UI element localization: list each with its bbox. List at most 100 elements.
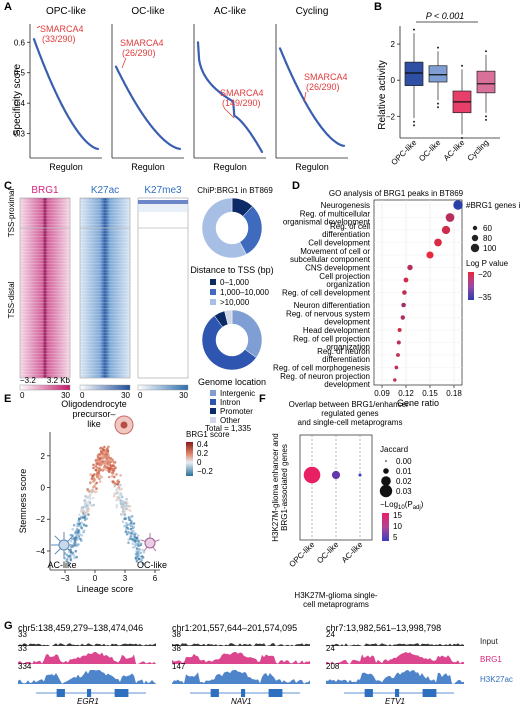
c-heatmap-row <box>80 374 130 376</box>
e-cell-point <box>141 562 145 565</box>
f-legend-color-tick: 15 <box>393 511 402 520</box>
c-heatmap-row <box>80 281 130 283</box>
b-box <box>428 65 448 83</box>
a-annotation-pointer <box>303 91 307 103</box>
e-cell-point <box>121 510 125 513</box>
e-cell-point <box>72 541 76 545</box>
e-cell-point <box>141 548 144 552</box>
e-cell-point <box>115 503 119 507</box>
f-legend-color-tick: 5 <box>393 533 398 542</box>
c-heatmap-row <box>80 350 130 352</box>
g-track-max: 24 <box>326 644 335 653</box>
c-heatmap-row <box>80 362 130 364</box>
a-subplot-title: OPC-like <box>46 6 86 17</box>
c-heatmap-row <box>80 200 130 202</box>
e-cell-point <box>65 553 69 557</box>
e-cell-point <box>106 460 110 464</box>
c-donut2-slice <box>224 309 233 325</box>
e-cell-point <box>117 479 120 482</box>
e-cell-point <box>107 462 111 466</box>
c-heatmap-row <box>80 302 130 304</box>
e-cell-point <box>119 474 122 477</box>
e-cell-point <box>83 499 86 503</box>
d-legend-color-title: Log P value <box>466 259 509 268</box>
c-heatmap-row <box>80 230 130 232</box>
d-term-label: Neurogenesis <box>321 201 370 210</box>
e-cell-point <box>115 506 118 509</box>
d-legend-size-title: #BRG1 genes identified: <box>466 201 520 210</box>
c-donut1-swatch <box>210 289 216 295</box>
c-heatmap-row <box>20 275 70 277</box>
g-track-max: 38 <box>172 644 181 653</box>
b-outlier <box>437 46 439 49</box>
g-track-max: 334 <box>18 662 32 671</box>
e-cell-point <box>69 533 73 537</box>
b-ylabel: Relative activity <box>377 60 388 129</box>
c-heatmap-row <box>20 299 70 301</box>
c-heatmap-row <box>20 209 70 211</box>
g-exon <box>395 689 400 697</box>
d-legend-color-top: −20 <box>478 270 492 279</box>
e-cell-point <box>142 550 146 554</box>
f-category-label: AC-like <box>340 540 365 565</box>
e-xtick-label: 3 <box>123 574 128 583</box>
b-outlier <box>413 120 415 123</box>
e-cell-point <box>77 530 80 534</box>
e-cell-point <box>121 512 125 516</box>
d-legend-size-dot <box>472 225 478 231</box>
f-plot: Overlap between BRG1/enhancer-regulated … <box>271 400 424 609</box>
c-heatmap-row <box>80 323 130 325</box>
c-track-title: BRG1 <box>31 185 59 196</box>
c-heatmap-row <box>20 251 70 253</box>
d-legend-size-label: 80 <box>483 234 492 243</box>
c-donut1-swatch <box>210 279 216 285</box>
e-cell-point <box>130 521 133 525</box>
f-ylabel-2: BRG1-associated genes <box>280 444 289 531</box>
d-legend-size-dot <box>471 234 479 242</box>
e-cell-point <box>111 458 114 462</box>
d-title: GO analysis of BRG1 peaks in BT869 <box>329 189 464 198</box>
e-cell-point <box>120 500 124 504</box>
e-cell-point <box>139 551 142 555</box>
a-subplots: OPC-likeRegulon0.60.50.40.3SMARCA4(33/29… <box>14 6 348 172</box>
c-heatmap-row <box>20 203 70 205</box>
e-cell-point <box>116 491 120 494</box>
c-heatmap-row <box>20 335 70 337</box>
e-cell-point <box>87 513 90 516</box>
c-donut1-swatch <box>210 299 216 305</box>
e-cell-point <box>78 513 81 516</box>
c-heatmap-row <box>80 272 130 274</box>
c-donuts: ChiP:BRG1 in BT869 Distance to TSS (bp) 0–… <box>190 186 273 433</box>
e-cell-point <box>130 529 133 532</box>
e-cell-point <box>135 559 139 563</box>
e-cell-point <box>80 526 83 530</box>
d-term-dot <box>403 277 409 283</box>
e-cell-point <box>106 466 109 469</box>
e-cell-point <box>87 500 90 504</box>
e-cell-point <box>69 558 73 562</box>
b-box <box>476 70 496 94</box>
e-cell-point <box>90 477 94 481</box>
a-annotation-gene: SMARCA4 <box>120 38 164 48</box>
e-cell-point <box>120 487 123 491</box>
e-cell-point <box>128 509 132 512</box>
c-heatmap-row <box>80 251 130 253</box>
c-heatmap-row <box>20 254 70 256</box>
c-heatmap-row <box>20 245 70 247</box>
c-heatmap-row <box>20 365 70 367</box>
c-heatmap-row <box>80 284 130 286</box>
e-cell-point <box>82 506 85 509</box>
e-cell-point <box>84 507 88 510</box>
a-subplot-title: OC-like <box>131 6 165 17</box>
d-xtick-label: 0.12 <box>398 389 414 398</box>
c-heatmap-row <box>20 260 70 262</box>
e-cell-point <box>101 448 105 451</box>
c-heatmap-row <box>20 323 70 325</box>
d-term-label: Cell projection organization <box>319 272 370 289</box>
c-heatmap-row <box>20 248 70 250</box>
c-track-title: K27me3 <box>144 185 182 196</box>
e-cell-point <box>92 466 95 470</box>
f-legend-color-title-part: adj <box>413 505 421 511</box>
